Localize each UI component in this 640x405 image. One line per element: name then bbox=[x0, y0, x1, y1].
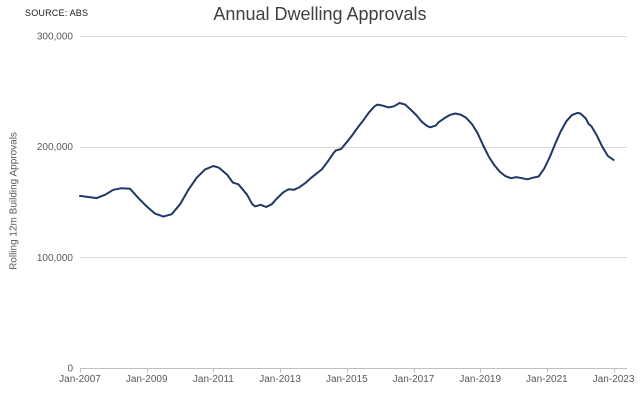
chart-title: Annual Dwelling Approvals bbox=[213, 4, 427, 24]
x-tick-label: Jan-2015 bbox=[326, 374, 368, 385]
y-tick-label: 200,000 bbox=[37, 142, 74, 153]
series-line bbox=[79, 102, 615, 218]
y-tick-label: 0 bbox=[67, 364, 73, 375]
x-tick-label: Jan-2023 bbox=[593, 374, 635, 385]
x-tick-label: Jan-2013 bbox=[259, 374, 301, 385]
x-tick-label: Jan-2007 bbox=[59, 374, 101, 385]
x-tick-label: Jan-2021 bbox=[526, 374, 568, 385]
x-tick-label: Jan-2017 bbox=[393, 374, 435, 385]
source-note: SOURCE: ABS bbox=[25, 8, 89, 18]
x-tick-label: Jan-2011 bbox=[193, 374, 234, 385]
y-tick-label: 100,000 bbox=[37, 253, 74, 264]
y-tick-label: 300,000 bbox=[37, 32, 74, 43]
x-tick-label: Jan-2019 bbox=[459, 374, 501, 385]
x-tick-label: Jan-2009 bbox=[126, 374, 168, 385]
